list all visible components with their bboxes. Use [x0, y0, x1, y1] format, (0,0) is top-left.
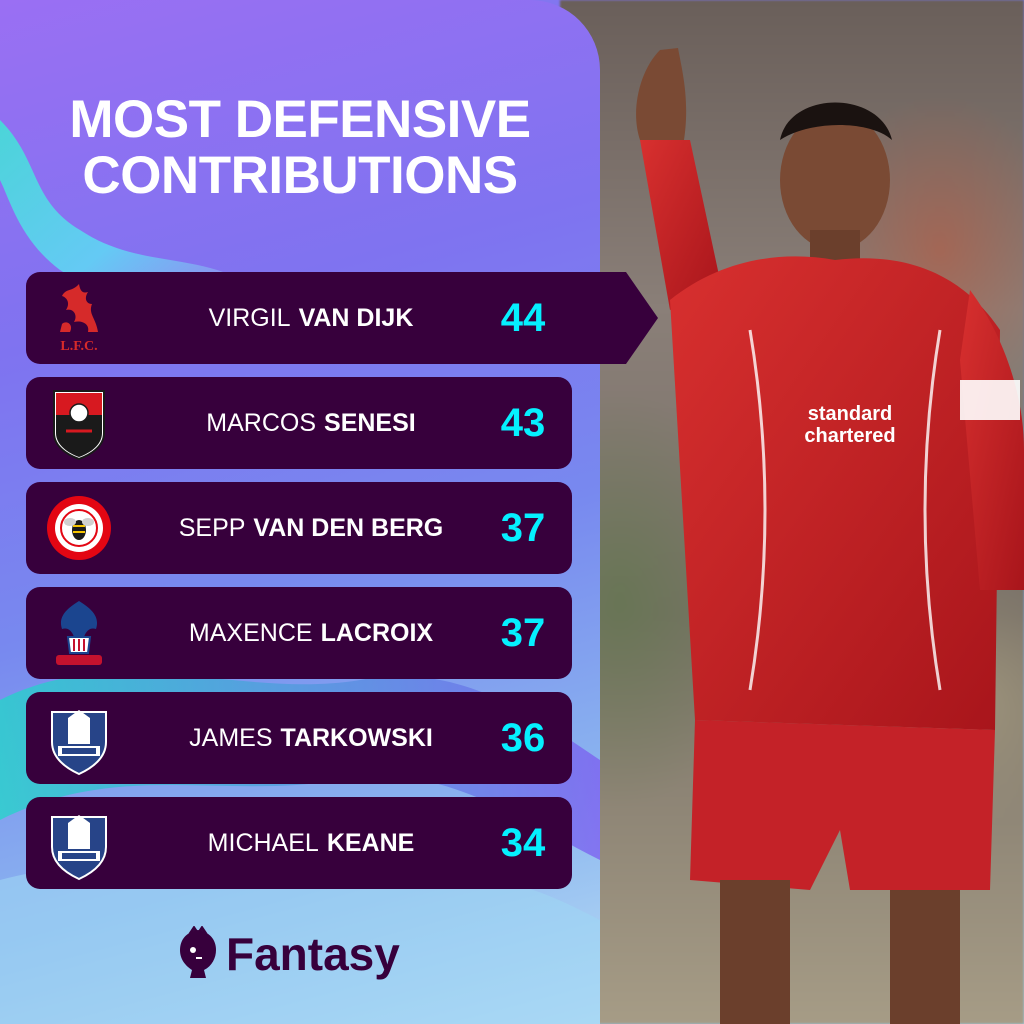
leaderboard-row-5: JAMES TARKOWSKI 36	[26, 692, 572, 784]
player-last-name: LACROIX	[320, 618, 434, 647]
liverpool-crest-icon: L.F.C.	[44, 278, 114, 358]
player-last-name: VAN DEN BERG	[253, 513, 444, 542]
defensive-contributions-value: 37	[500, 610, 546, 655]
premier-league-lion-icon	[180, 926, 216, 978]
player-first-name: JAMES	[189, 723, 273, 752]
svg-text:standard: standard	[808, 403, 892, 425]
player-first-name: VIRGIL	[208, 303, 291, 332]
player-last-name: TARKOWSKI	[280, 723, 433, 752]
defensive-contributions-value: 37	[500, 505, 546, 550]
player-first-name: SEPP	[178, 513, 246, 542]
player-last-name: KEANE	[326, 828, 415, 857]
leaderboard-row-2: MARCOS SENESI 43	[26, 377, 572, 469]
player-name: VIRGIL VAN DIJK	[126, 272, 496, 364]
bournemouth-crest-icon	[44, 383, 114, 463]
player-last-name: VAN DIJK	[298, 303, 414, 332]
leaderboard-row-1: L.F.C. VIRGIL VAN DIJK 44	[26, 272, 658, 364]
brand-name: Fantasy	[226, 928, 400, 980]
svg-text:chartered: chartered	[804, 425, 895, 447]
player-first-name: MICHAEL	[207, 828, 319, 857]
player-name: JAMES TARKOWSKI	[126, 692, 496, 784]
crystal-palace-crest-icon	[44, 593, 114, 673]
player-name: MAXENCE LACROIX	[126, 587, 496, 679]
svg-text:L.F.C.: L.F.C.	[60, 339, 97, 354]
leaderboard-row-4: MAXENCE LACROIX 37	[26, 587, 572, 679]
player-photo: standard chartered	[636, 48, 1024, 1024]
player-name: MICHAEL KEANE	[126, 797, 496, 889]
leaderboard-row-6: MICHAEL KEANE 34	[26, 797, 572, 889]
everton-crest-icon	[44, 698, 114, 778]
player-first-name: MAXENCE	[188, 618, 313, 647]
defensive-contributions-value: 34	[500, 820, 546, 865]
defensive-contributions-value: 36	[500, 715, 546, 760]
defensive-contributions-value: 43	[500, 400, 546, 445]
fantasy-brand: Fantasy	[176, 924, 400, 984]
everton-crest-icon	[44, 803, 114, 883]
brentford-crest-icon	[44, 488, 114, 568]
title-line-1: MOST DEFENSIVE	[69, 90, 531, 149]
player-name: MARCOS SENESI	[126, 377, 496, 469]
player-last-name: SENESI	[324, 408, 416, 437]
defensive-contributions-value: 44	[500, 295, 546, 340]
player-first-name: MARCOS	[206, 408, 317, 437]
player-name: SEPP VAN DEN BERG	[126, 482, 496, 574]
leaderboard-row-3: SEPP VAN DEN BERG 37	[26, 482, 572, 574]
title-line-2: CONTRIBUTIONS	[82, 146, 518, 205]
page-title: MOST DEFENSIVE CONTRIBUTIONS	[30, 92, 570, 204]
